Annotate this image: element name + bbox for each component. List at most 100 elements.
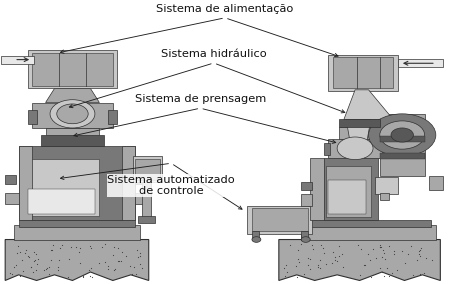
Bar <box>1 56 34 64</box>
Point <box>27 264 34 269</box>
Bar <box>135 193 147 204</box>
Point <box>372 256 379 260</box>
Circle shape <box>57 104 88 124</box>
Point <box>136 254 143 258</box>
Point <box>116 259 123 263</box>
Point <box>385 244 392 248</box>
Point <box>87 273 94 278</box>
Point <box>383 266 390 270</box>
Point <box>104 264 112 269</box>
Point <box>86 243 94 248</box>
Point <box>417 272 424 277</box>
Point <box>11 265 18 269</box>
Point <box>294 248 301 252</box>
Point <box>33 267 40 272</box>
Bar <box>133 156 162 182</box>
Point <box>336 254 343 258</box>
Point <box>306 256 314 261</box>
Point <box>7 270 14 275</box>
Point <box>415 252 422 256</box>
Polygon shape <box>344 90 393 120</box>
Point <box>407 244 414 248</box>
Bar <box>5 193 18 204</box>
Point <box>391 248 398 253</box>
Bar <box>27 50 117 88</box>
Point <box>47 258 54 262</box>
Point <box>88 266 95 270</box>
Point <box>316 258 323 262</box>
Point <box>75 250 82 254</box>
Point <box>101 242 108 247</box>
Point <box>340 264 347 269</box>
Point <box>388 271 396 275</box>
Point <box>308 243 315 247</box>
Point <box>12 263 19 268</box>
Point <box>428 258 435 262</box>
Point <box>22 248 30 252</box>
Point <box>50 243 57 247</box>
Bar <box>324 143 330 155</box>
Bar <box>135 175 147 184</box>
Point <box>417 253 424 258</box>
Bar <box>138 216 155 223</box>
Point <box>9 271 16 276</box>
Point <box>376 245 383 249</box>
Point <box>307 267 314 272</box>
Point <box>310 247 317 252</box>
Point <box>378 245 385 250</box>
Point <box>399 248 406 253</box>
Point <box>104 267 112 272</box>
Bar <box>32 53 113 85</box>
Point <box>32 252 40 256</box>
Point <box>323 262 330 266</box>
Point <box>394 268 401 273</box>
Point <box>370 247 377 251</box>
Point <box>95 261 103 266</box>
Bar <box>14 225 140 239</box>
Point <box>76 246 83 251</box>
Bar <box>5 175 16 184</box>
Point <box>366 257 373 262</box>
Point <box>280 266 288 270</box>
Circle shape <box>369 114 436 156</box>
Circle shape <box>252 237 261 242</box>
Point <box>110 252 117 257</box>
Bar <box>122 146 135 220</box>
Bar <box>142 182 151 221</box>
Point <box>25 254 32 258</box>
Circle shape <box>301 237 310 242</box>
Point <box>136 261 144 266</box>
Bar <box>27 159 99 216</box>
Point <box>31 258 38 263</box>
Point <box>43 267 50 272</box>
Point <box>304 263 311 267</box>
Bar <box>328 55 398 91</box>
Bar <box>380 153 425 159</box>
Point <box>376 243 383 248</box>
Point <box>401 260 408 265</box>
Point <box>47 248 54 253</box>
Point <box>364 252 372 256</box>
Point <box>79 274 86 279</box>
Point <box>390 252 397 256</box>
Bar <box>328 139 382 158</box>
Bar <box>252 231 259 239</box>
Bar <box>27 189 95 214</box>
Point <box>376 244 383 249</box>
Point <box>364 274 371 279</box>
Bar <box>301 231 308 239</box>
Point <box>376 266 383 271</box>
Point <box>68 245 75 249</box>
Point <box>328 261 336 266</box>
Point <box>76 261 84 266</box>
Point <box>414 258 421 262</box>
Point <box>284 270 291 274</box>
Point <box>98 245 105 250</box>
Point <box>134 248 141 252</box>
Point <box>385 274 392 279</box>
Point <box>54 267 62 272</box>
Point <box>65 257 72 262</box>
Bar <box>45 128 99 135</box>
Bar <box>380 193 389 200</box>
Point <box>134 254 141 259</box>
